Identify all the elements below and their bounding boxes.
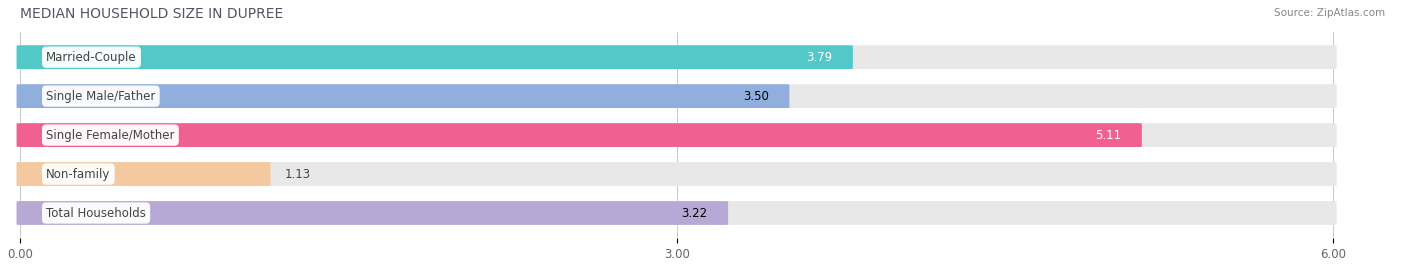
- Text: 3.22: 3.22: [681, 207, 707, 219]
- Text: MEDIAN HOUSEHOLD SIZE IN DUPREE: MEDIAN HOUSEHOLD SIZE IN DUPREE: [20, 7, 283, 21]
- FancyBboxPatch shape: [17, 84, 789, 108]
- FancyBboxPatch shape: [17, 45, 853, 69]
- FancyBboxPatch shape: [17, 84, 1337, 108]
- Text: Source: ZipAtlas.com: Source: ZipAtlas.com: [1274, 8, 1385, 18]
- FancyBboxPatch shape: [17, 201, 728, 225]
- FancyBboxPatch shape: [17, 45, 1337, 69]
- Text: Total Households: Total Households: [46, 207, 146, 219]
- FancyBboxPatch shape: [17, 162, 270, 186]
- FancyBboxPatch shape: [17, 123, 1337, 147]
- Text: Single Male/Father: Single Male/Father: [46, 90, 156, 103]
- Text: 3.79: 3.79: [806, 51, 832, 64]
- Text: Single Female/Mother: Single Female/Mother: [46, 129, 174, 142]
- Text: Married-Couple: Married-Couple: [46, 51, 136, 64]
- FancyBboxPatch shape: [17, 201, 1337, 225]
- FancyBboxPatch shape: [17, 123, 1142, 147]
- Text: 1.13: 1.13: [285, 168, 311, 181]
- Text: 5.11: 5.11: [1095, 129, 1121, 142]
- FancyBboxPatch shape: [17, 162, 1337, 186]
- Text: 3.50: 3.50: [742, 90, 769, 103]
- Text: Non-family: Non-family: [46, 168, 111, 181]
